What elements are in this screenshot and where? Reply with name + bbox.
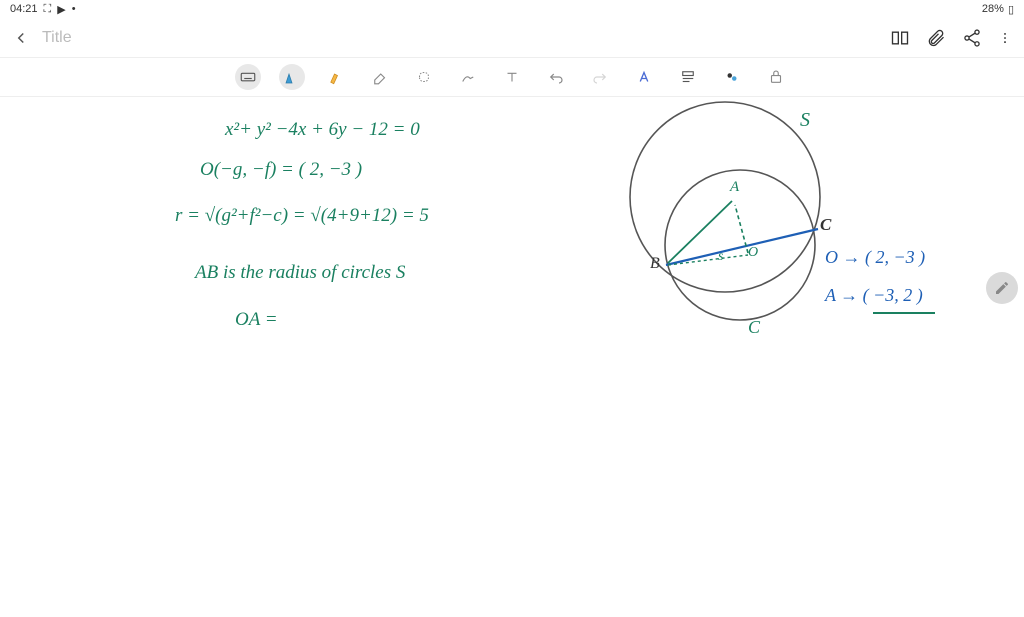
back-button[interactable] bbox=[12, 29, 30, 47]
keyboard-tool[interactable] bbox=[235, 64, 261, 90]
pen-tool[interactable] bbox=[279, 64, 305, 90]
note-O: O → ( 2, −3 ) bbox=[825, 247, 925, 268]
label-C-bottom: C bbox=[748, 317, 760, 338]
more-icon[interactable] bbox=[998, 28, 1012, 48]
align-tool[interactable] bbox=[675, 64, 701, 90]
color-tool[interactable] bbox=[719, 64, 745, 90]
header-actions bbox=[890, 28, 1012, 48]
status-bar: 04:21 ⛶ ▶ • 28% ▯ bbox=[0, 0, 1024, 18]
title-input[interactable]: Title bbox=[42, 29, 878, 47]
expand-icon: ⛶ bbox=[44, 3, 52, 16]
floating-pen-button[interactable] bbox=[986, 272, 1018, 304]
label-O: O bbox=[748, 245, 758, 261]
label-A: A bbox=[730, 179, 739, 196]
selection-tool[interactable] bbox=[411, 64, 437, 90]
play-icon: ▶ bbox=[57, 3, 65, 16]
toolbar-container bbox=[0, 58, 1024, 97]
label-C-right: C bbox=[820, 215, 831, 235]
label-small-s: s bbox=[718, 249, 723, 265]
status-left: 04:21 ⛶ ▶ • bbox=[10, 3, 76, 16]
font-tool[interactable] bbox=[631, 64, 657, 90]
battery-text: 28% bbox=[982, 3, 1004, 15]
redo-tool[interactable] bbox=[587, 64, 613, 90]
toolbar bbox=[0, 64, 1024, 90]
dot-icon: • bbox=[72, 3, 76, 15]
share-icon[interactable] bbox=[962, 28, 982, 48]
status-right: 28% ▯ bbox=[982, 3, 1014, 16]
attachment-icon[interactable] bbox=[926, 28, 946, 48]
highlighter-tool[interactable] bbox=[323, 64, 349, 90]
label-B: B bbox=[650, 255, 660, 273]
undo-tool[interactable] bbox=[543, 64, 569, 90]
text-tool[interactable] bbox=[499, 64, 525, 90]
label-S: S bbox=[800, 109, 810, 132]
status-time: 04:21 bbox=[10, 3, 38, 15]
eraser-tool[interactable] bbox=[367, 64, 393, 90]
app-header: Title bbox=[0, 18, 1024, 58]
lock-tool[interactable] bbox=[763, 64, 789, 90]
note-A: A → ( −3, 2 ) bbox=[825, 285, 923, 306]
underline bbox=[825, 311, 945, 319]
battery-icon: ▯ bbox=[1008, 3, 1014, 16]
shape-tool[interactable] bbox=[455, 64, 481, 90]
reading-mode-icon[interactable] bbox=[890, 28, 910, 48]
drawing-canvas[interactable]: x²+ y² −4x + 6y − 12 = 0 O(−g, −f) = ( 2… bbox=[0, 97, 1024, 617]
